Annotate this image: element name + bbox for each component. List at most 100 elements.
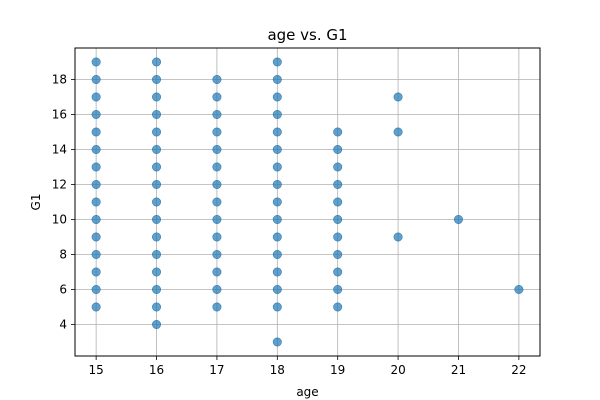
y-tick-label: 12: [52, 178, 67, 192]
y-tick-label: 14: [52, 143, 67, 157]
x-tick-label: 16: [149, 363, 164, 377]
data-point: [514, 284, 524, 294]
plot-frame: [74, 47, 541, 357]
data-point: [91, 302, 101, 312]
data-point: [91, 232, 101, 242]
data-point: [152, 57, 162, 67]
data-point: [152, 267, 162, 277]
data-point: [212, 197, 222, 207]
x-tick-label: 18: [270, 363, 285, 377]
y-tick-label: 6: [59, 283, 67, 297]
data-point: [152, 215, 162, 225]
data-point: [212, 127, 222, 137]
data-point: [333, 197, 343, 207]
data-point: [212, 215, 222, 225]
data-point: [333, 162, 343, 172]
data-point: [333, 180, 343, 190]
data-point: [152, 162, 162, 172]
y-tick-label: 18: [52, 73, 67, 87]
data-point: [272, 127, 282, 137]
data-point: [272, 57, 282, 67]
data-point: [212, 145, 222, 155]
data-point: [212, 162, 222, 172]
data-point: [91, 215, 101, 225]
data-point: [272, 162, 282, 172]
data-point: [212, 110, 222, 120]
x-tick-label: 15: [88, 363, 103, 377]
data-point: [333, 232, 343, 242]
y-axis-title: G1: [29, 194, 43, 211]
data-point: [91, 162, 101, 172]
y-tick-label: 8: [59, 248, 67, 262]
data-point: [333, 127, 343, 137]
data-point: [91, 267, 101, 277]
x-tick-label: 22: [511, 363, 526, 377]
x-tick-label: 17: [209, 363, 224, 377]
data-point: [152, 232, 162, 242]
data-point: [272, 215, 282, 225]
data-point: [333, 215, 343, 225]
x-axis-title: age: [296, 385, 318, 399]
y-axis-ticks: 4 6 8 10 12 14 16 18: [52, 73, 75, 332]
data-point: [272, 232, 282, 242]
data-point: [91, 57, 101, 67]
data-point: [393, 127, 403, 137]
data-point: [272, 110, 282, 120]
data-point: [91, 250, 101, 260]
data-point: [272, 197, 282, 207]
data-point: [212, 250, 222, 260]
data-point: [152, 302, 162, 312]
data-point: [152, 92, 162, 102]
data-point: [272, 92, 282, 102]
x-tick-label: 19: [330, 363, 345, 377]
data-point: [272, 75, 282, 85]
data-point: [333, 302, 343, 312]
data-point: [152, 75, 162, 85]
data-point: [272, 284, 282, 294]
data-point: [272, 145, 282, 155]
data-point: [272, 267, 282, 277]
data-point: [212, 232, 222, 242]
x-axis-ticks: 15 16 17 18 19 20 21 22: [88, 356, 527, 377]
data-point: [272, 337, 282, 347]
data-point: [152, 110, 162, 120]
data-point: [152, 319, 162, 329]
data-point: [91, 284, 101, 294]
y-tick-label: 16: [52, 108, 67, 122]
data-point: [272, 180, 282, 190]
data-point: [333, 250, 343, 260]
data-point: [393, 232, 403, 242]
data-point: [212, 284, 222, 294]
data-point: [91, 75, 101, 85]
y-tick-label: 4: [59, 318, 67, 332]
data-point: [212, 92, 222, 102]
data-point: [91, 110, 101, 120]
data-point: [91, 92, 101, 102]
data-point: [212, 267, 222, 277]
data-point: [393, 92, 403, 102]
data-point: [91, 197, 101, 207]
data-point: [272, 302, 282, 312]
data-point: [212, 75, 222, 85]
data-point: [333, 267, 343, 277]
x-tick-label: 21: [451, 363, 466, 377]
data-point: [152, 250, 162, 260]
data-point: [152, 180, 162, 190]
data-point: [333, 145, 343, 155]
data-point: [272, 250, 282, 260]
x-tick-label: 20: [390, 363, 405, 377]
data-point: [91, 145, 101, 155]
data-point: [152, 284, 162, 294]
data-point: [152, 145, 162, 155]
chart-title: age vs. G1: [267, 26, 347, 44]
data-point: [152, 127, 162, 137]
data-point: [212, 302, 222, 312]
data-point: [453, 215, 463, 225]
y-tick-label: 10: [52, 213, 67, 227]
data-point: [91, 180, 101, 190]
data-points: [91, 57, 524, 347]
data-point: [91, 127, 101, 137]
data-point: [152, 197, 162, 207]
